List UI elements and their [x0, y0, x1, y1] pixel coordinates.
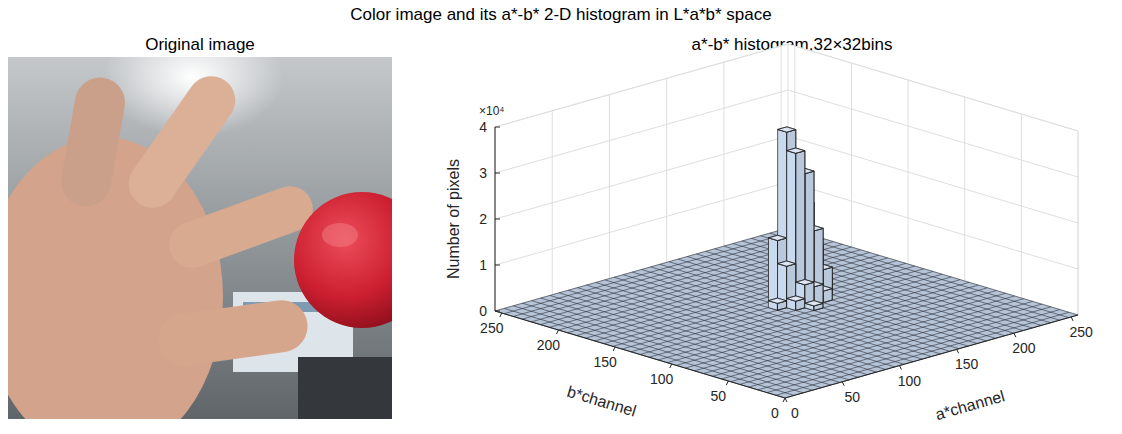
- svg-text:200: 200: [1012, 340, 1036, 356]
- svg-text:150: 150: [955, 356, 979, 372]
- svg-text:1: 1: [479, 257, 487, 273]
- svg-text:3: 3: [479, 165, 487, 181]
- svg-text:150: 150: [593, 354, 617, 370]
- svg-text:0: 0: [479, 303, 487, 319]
- svg-text:Original image: Original image: [145, 35, 255, 54]
- svg-text:250: 250: [1069, 324, 1093, 340]
- svg-text:0: 0: [771, 405, 779, 421]
- svg-text:b*channel: b*channel: [565, 383, 638, 420]
- svg-text:4: 4: [479, 119, 487, 135]
- svg-text:Number of pixels: Number of pixels: [445, 159, 462, 279]
- svg-text:100: 100: [898, 373, 922, 389]
- svg-text:2: 2: [479, 211, 487, 227]
- svg-text:50: 50: [844, 389, 860, 405]
- svg-text:200: 200: [537, 337, 561, 353]
- svg-text:50: 50: [711, 388, 727, 404]
- svg-text:a*channel: a*channel: [933, 387, 1006, 423]
- svg-text:0: 0: [791, 405, 799, 421]
- svg-text:a*-b* histogram,32×32bins: a*-b* histogram,32×32bins: [691, 35, 893, 54]
- svg-text:×10⁴: ×10⁴: [479, 104, 505, 118]
- svg-text:250: 250: [480, 320, 504, 336]
- svg-text:Color image and its a*-b* 2-D: Color image and its a*-b* 2-D histogram …: [350, 5, 771, 24]
- svg-text:100: 100: [650, 371, 674, 387]
